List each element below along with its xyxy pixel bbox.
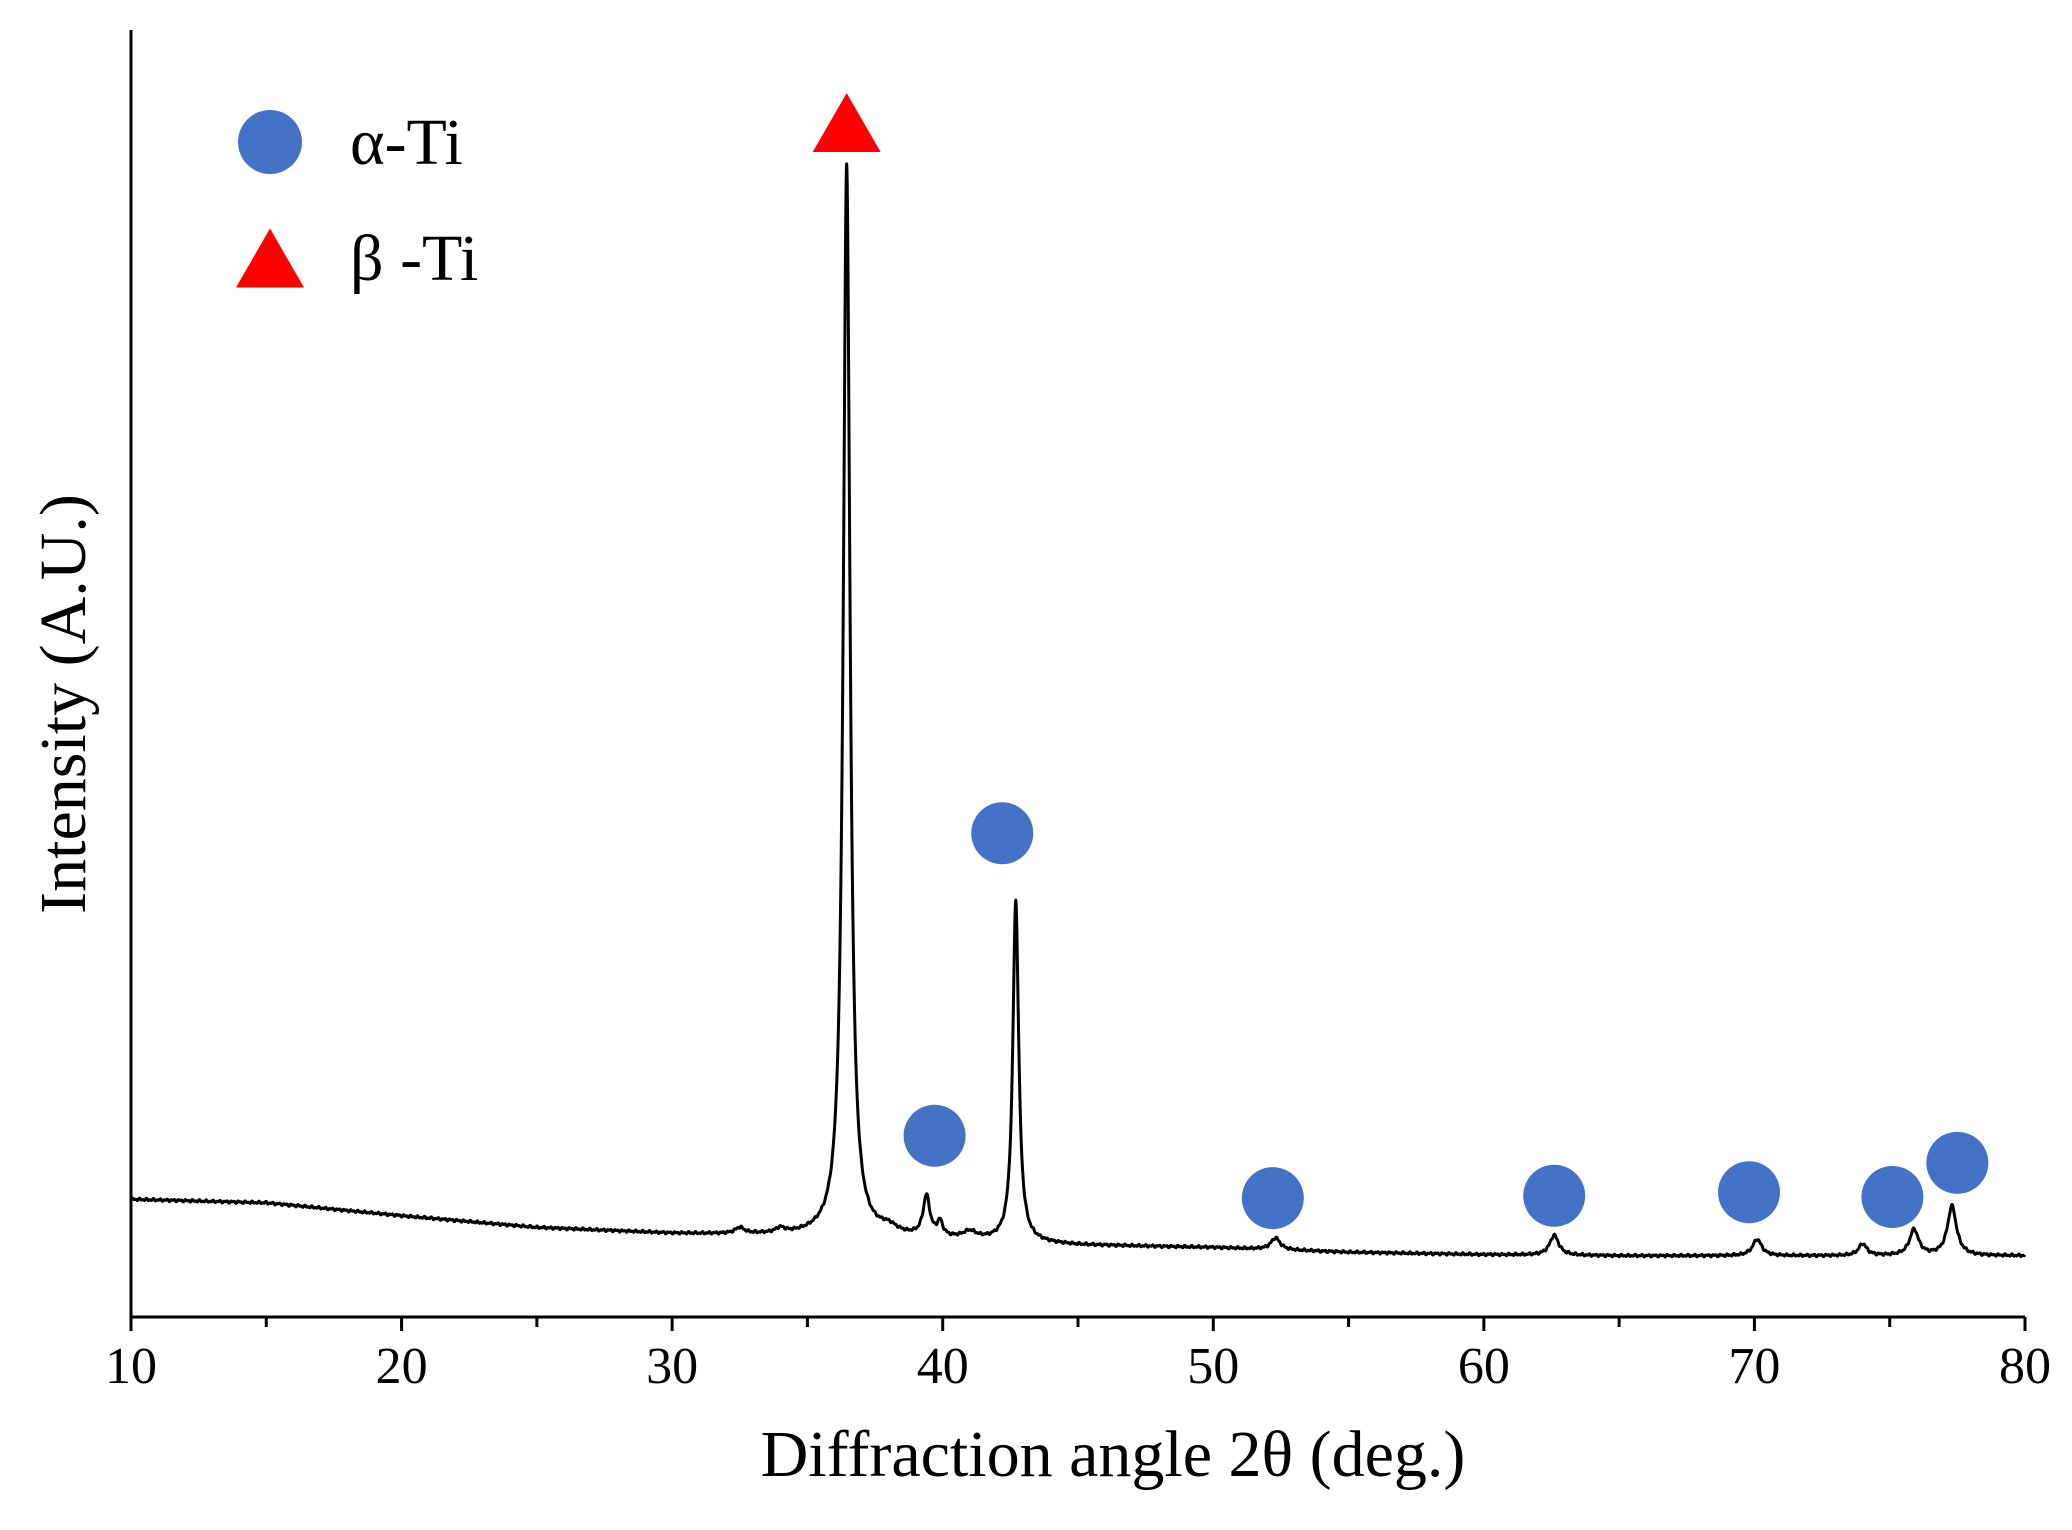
- legend-label: α-Ti: [350, 106, 463, 179]
- x-tick-label: 10: [105, 1338, 157, 1395]
- alpha-ti-marker: [1861, 1165, 1924, 1228]
- alpha-ti-marker: [1718, 1161, 1781, 1224]
- x-tick-label: 30: [646, 1338, 698, 1395]
- series: [129, 162, 2027, 1259]
- alpha-ti-marker: [1523, 1164, 1586, 1227]
- alpha-ti-marker: [1926, 1131, 1989, 1194]
- x-tick-label: 80: [1999, 1338, 2051, 1395]
- y-axis-title: Intensity (A.U.): [27, 494, 100, 914]
- legend-triangle-icon: [236, 228, 304, 288]
- phase-markers: [812, 93, 1989, 1230]
- xrd-series-line: [129, 162, 2027, 1259]
- alpha-ti-marker: [971, 802, 1034, 865]
- legend: α-Ti β -Ti: [236, 106, 478, 295]
- x-tick-label: 70: [1728, 1338, 1780, 1395]
- x-tick-label: 60: [1458, 1338, 1510, 1395]
- x-tick-label: 40: [917, 1338, 969, 1395]
- x-tick-label: 50: [1187, 1338, 1239, 1395]
- legend-label: β -Ti: [350, 222, 478, 295]
- beta-ti-marker: [812, 93, 881, 153]
- x-ticks: 10 20 30 40 50 60 70 80: [105, 1317, 2051, 1395]
- x-axis-title: Diffraction angle 2θ (deg.): [761, 1418, 1466, 1491]
- x-tick-label: 20: [376, 1338, 428, 1395]
- legend-circle-icon: [238, 110, 302, 174]
- alpha-ti-marker: [903, 1104, 966, 1167]
- alpha-ti-marker: [1241, 1167, 1304, 1230]
